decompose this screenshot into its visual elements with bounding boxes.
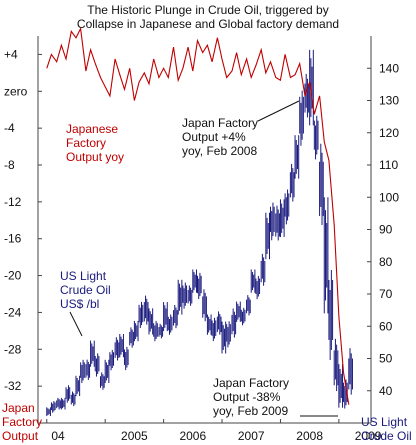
chart-title-line-1: The Historic Plunge in Crude Oil, trigge… [87, 3, 328, 17]
annotation-line: Japanese [66, 122, 118, 136]
left-tick-label: -28 [4, 342, 22, 356]
x-tick-label: 2007 [238, 429, 265, 443]
left-tick-label: -8 [4, 158, 15, 172]
legend-line: US Light [361, 415, 408, 429]
x-tick-label: 2008 [296, 429, 323, 443]
legend-line: Factory [2, 415, 42, 429]
annotation-line: Japan Factory [182, 116, 258, 130]
annotation-line: Output +4% [182, 130, 246, 144]
left-tick-label: zero [4, 84, 28, 98]
annotation-line: US$ /bl [60, 297, 99, 311]
right-tick-label: 100 [379, 190, 399, 204]
annotation-us-light-crude-oil: US Light Crude Oil US$ /bl [60, 269, 111, 311]
left-tick-label: +4 [4, 47, 18, 61]
left-tick-label: -16 [4, 232, 22, 246]
right-tick-label: 140 [379, 61, 399, 75]
legend-japan-factory-output: Japan Factory Output [2, 401, 42, 443]
legend-line: Crude Oil [361, 429, 412, 443]
annotation-line: US Light [60, 269, 107, 283]
annotation-japanese-factory-output-yoy: Japanese Factory Output yoy [66, 122, 124, 164]
x-axis: 04 2005 2006 2007 2008 2009 [46, 419, 382, 443]
annotation-arrow-feb-2008 [257, 100, 300, 122]
annotation-feb-2008: Japan Factory Output +4% yoy, Feb 2008 [182, 116, 258, 158]
right-tick-label: 60 [379, 319, 393, 333]
right-tick-label: 40 [379, 384, 393, 398]
right-tick-label: 90 [379, 223, 393, 237]
annotation-line: Crude Oil [60, 283, 111, 297]
annotation-line: Japan Factory [213, 376, 289, 390]
legend-us-light-crude-oil: US Light Crude Oil [361, 415, 412, 443]
left-tick-label: -24 [4, 305, 22, 319]
annotation-line: Output yoy [66, 150, 124, 164]
left-tick-label: -20 [4, 269, 22, 283]
annotation-line: yoy, Feb 2008 [182, 144, 257, 158]
annotation-feb-2009: Japan Factory Output -38% yoy, Feb 2009 [213, 376, 289, 418]
left-axis: +4 zero -4 -8 -12 -16 -20 -24 -28 -32 [4, 47, 42, 393]
x-tick-label: 2009 [355, 429, 382, 443]
right-tick-label: 120 [379, 126, 399, 140]
annotation-line: yoy, Feb 2009 [213, 404, 288, 418]
chart-title-line-2: Collapse in Japanese and Global factory … [77, 17, 339, 31]
annotation-line: Output -38% [213, 390, 281, 404]
left-tick-label: -4 [4, 121, 15, 135]
factory-output-series-line [46, 26, 350, 405]
annotation-line: Factory [66, 136, 106, 150]
right-tick-label: 70 [379, 287, 393, 301]
right-tick-label: 80 [379, 255, 393, 269]
right-axis: 140 130 120 110 100 90 80 70 60 50 40 [367, 61, 399, 398]
legend-line: Output [2, 429, 39, 443]
crude-oil-series [46, 49, 353, 417]
x-tick-label: 2006 [179, 429, 206, 443]
annotation-arrow-crude-oil [69, 311, 83, 337]
x-tick-label: 2005 [121, 429, 148, 443]
right-tick-label: 50 [379, 352, 393, 366]
left-tick-label: -12 [4, 195, 22, 209]
left-tick-label: -32 [4, 379, 22, 393]
right-tick-label: 130 [379, 94, 399, 108]
x-tick-label: 04 [51, 429, 65, 443]
right-tick-label: 110 [379, 158, 398, 172]
legend-line: Japan [2, 401, 35, 415]
